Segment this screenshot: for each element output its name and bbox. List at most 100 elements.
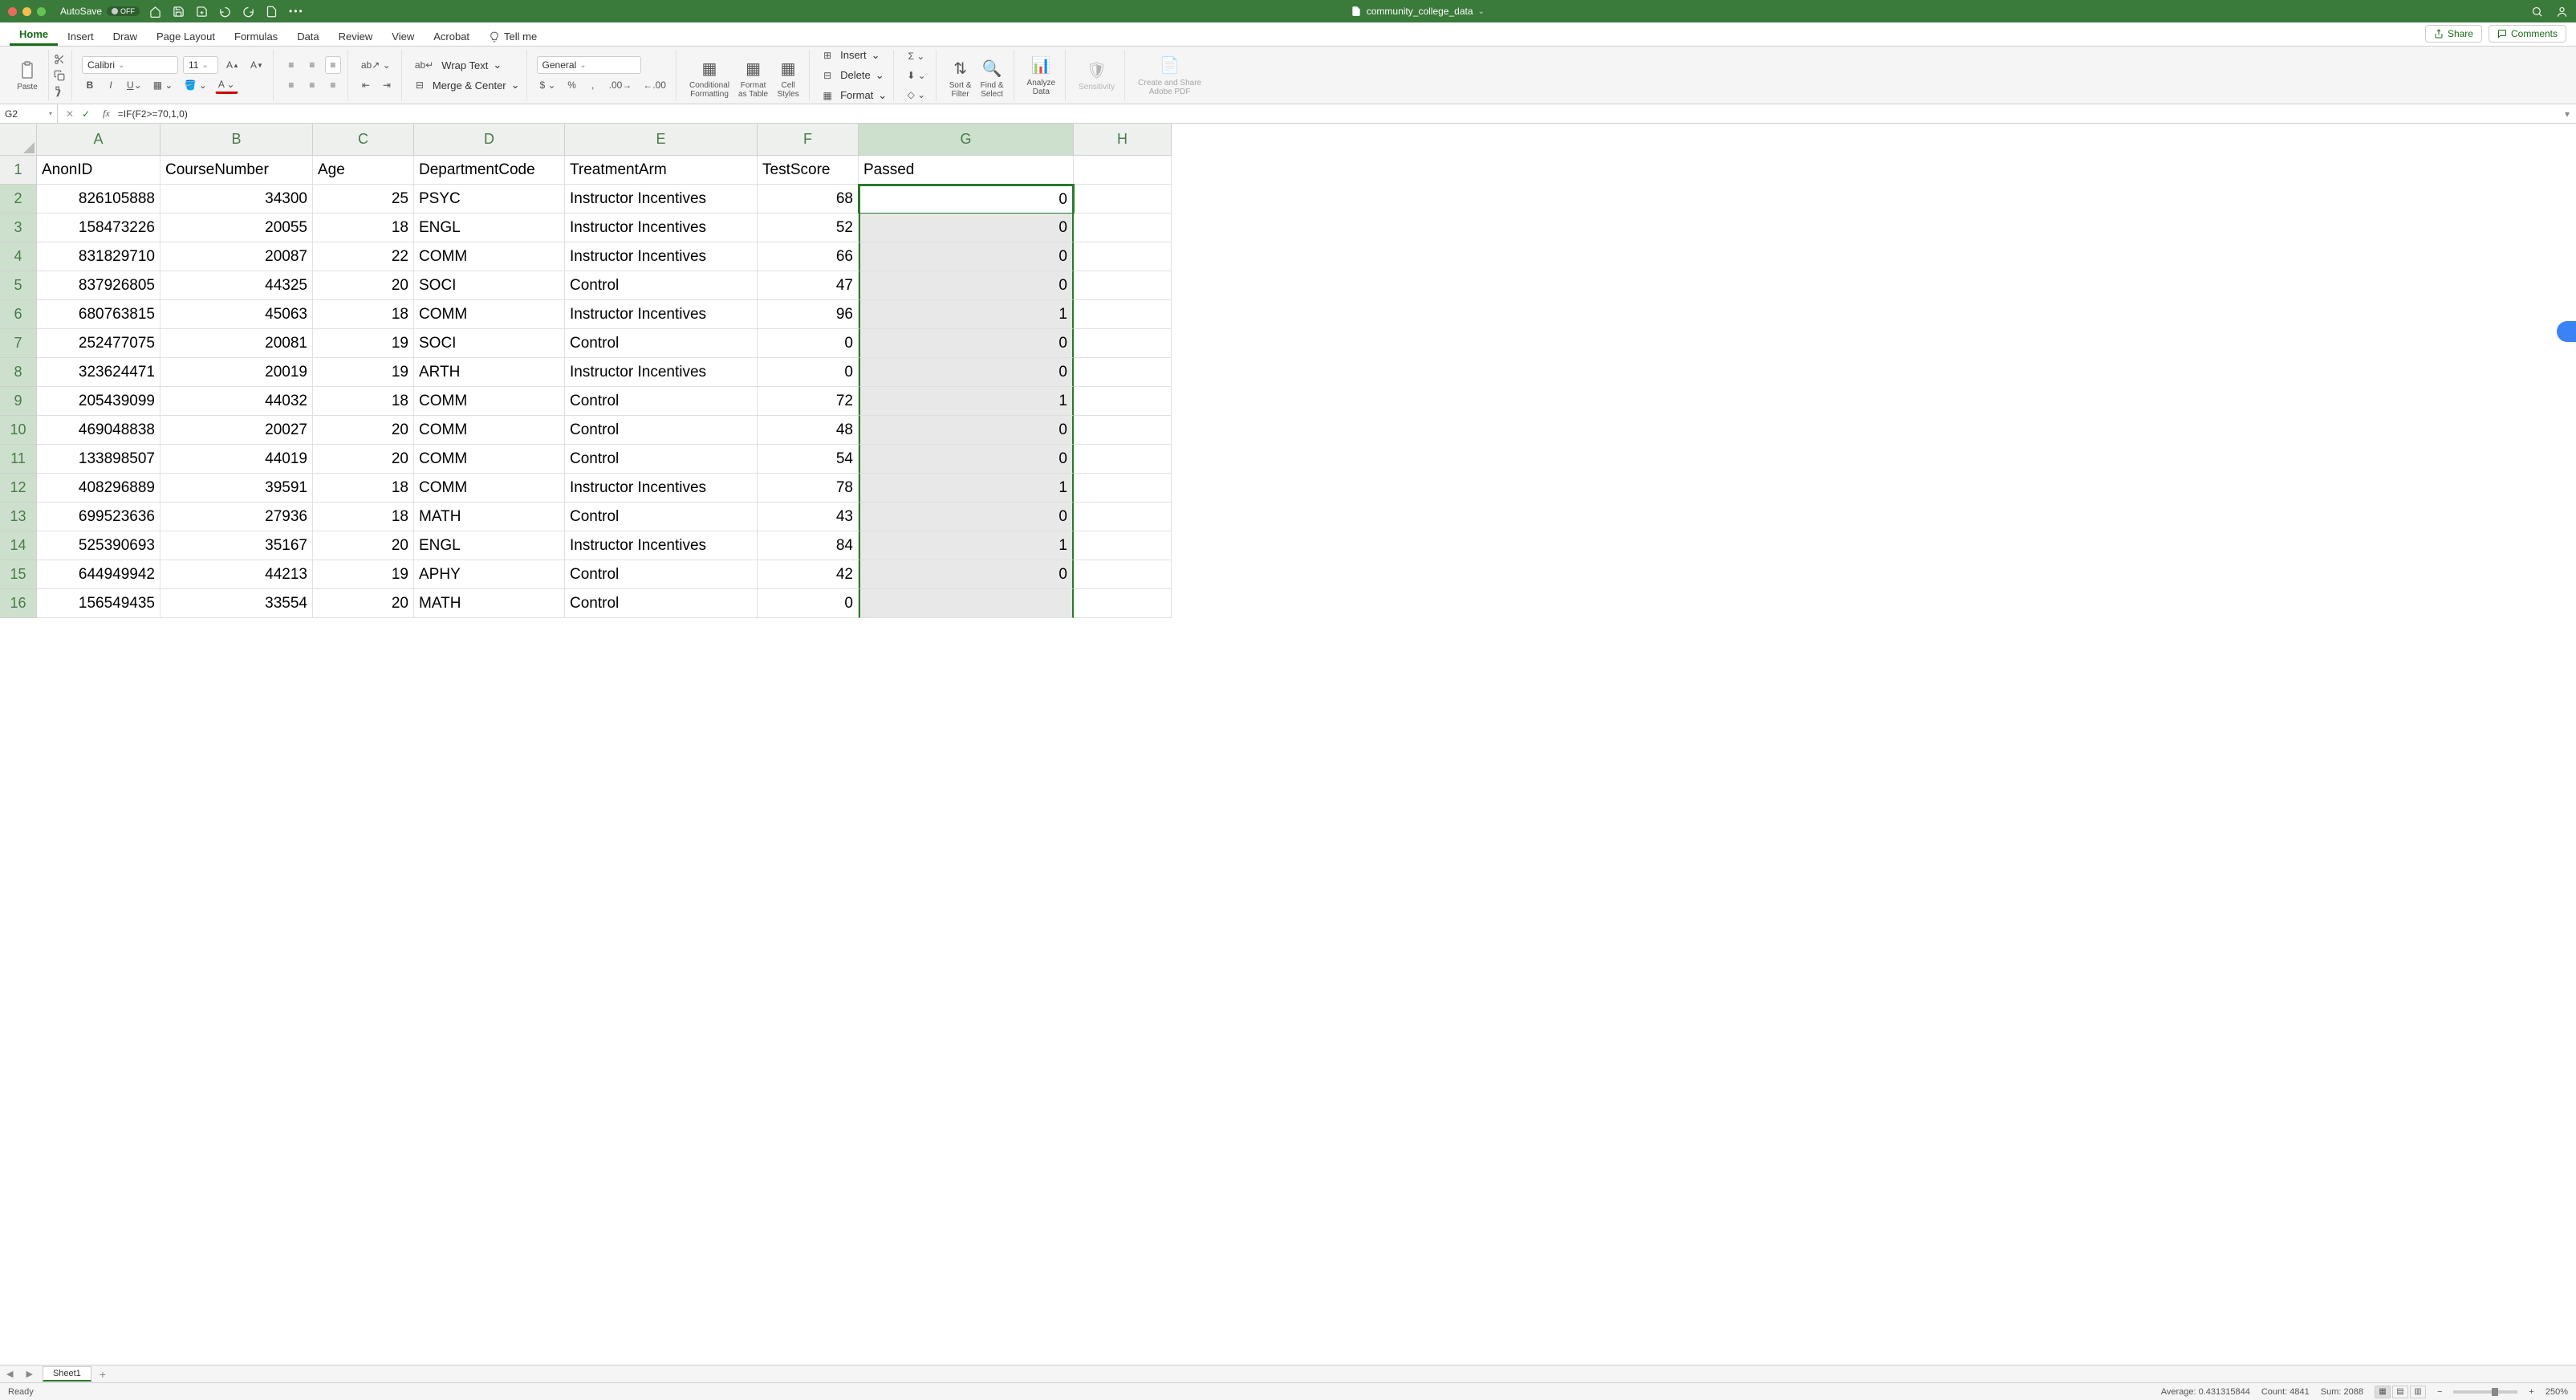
cell[interactable]: 33554 — [160, 589, 313, 618]
cell[interactable] — [1074, 531, 1172, 560]
cell[interactable]: Instructor Incentives — [565, 242, 758, 271]
cell[interactable]: 19 — [313, 358, 414, 387]
borders-button[interactable]: ▦ ⌄ — [150, 76, 177, 94]
cell[interactable]: COMM — [414, 387, 565, 416]
cell[interactable]: 44325 — [160, 271, 313, 300]
cell[interactable] — [1074, 445, 1172, 474]
fx-icon[interactable]: fx — [98, 108, 115, 120]
tab-insert[interactable]: Insert — [58, 26, 104, 46]
row-header[interactable]: 13 — [0, 503, 37, 531]
minimize-window-icon[interactable] — [22, 7, 31, 16]
window-controls[interactable] — [8, 7, 46, 16]
fill-button[interactable]: ⬇ ⌄ — [904, 67, 928, 84]
cell[interactable]: 47 — [758, 271, 859, 300]
cell[interactable]: Instructor Incentives — [565, 300, 758, 329]
cell[interactable]: 18 — [313, 300, 414, 329]
orientation-button[interactable]: ab↗ ⌄ — [358, 56, 394, 74]
bold-button[interactable]: B — [82, 76, 98, 94]
cell[interactable]: 408296889 — [37, 474, 160, 503]
cell[interactable]: ENGL — [414, 531, 565, 560]
cell[interactable]: 72 — [758, 387, 859, 416]
cell[interactable]: Instructor Incentives — [565, 185, 758, 214]
cell[interactable]: 48 — [758, 416, 859, 445]
align-middle-icon[interactable]: ≡ — [304, 56, 320, 74]
row-header[interactable]: 2 — [0, 185, 37, 214]
cell[interactable]: 25 — [313, 185, 414, 214]
page-break-view-icon[interactable]: ▥ — [2410, 1386, 2426, 1398]
align-right-icon[interactable]: ≡ — [325, 76, 341, 94]
cell[interactable]: 826105888 — [37, 185, 160, 214]
align-bottom-icon[interactable]: ≡ — [325, 56, 341, 74]
cell[interactable] — [1074, 156, 1172, 185]
close-window-icon[interactable] — [8, 7, 17, 16]
cell[interactable] — [1074, 503, 1172, 531]
cell[interactable]: 20055 — [160, 214, 313, 242]
share-button[interactable]: Share — [2425, 25, 2482, 43]
cell[interactable] — [1074, 242, 1172, 271]
cut-icon[interactable] — [54, 54, 65, 65]
percent-button[interactable]: % — [564, 76, 580, 94]
tab-data[interactable]: Data — [287, 26, 328, 46]
cell[interactable]: SOCI — [414, 271, 565, 300]
cell[interactable] — [1074, 589, 1172, 618]
new-file-icon[interactable] — [266, 6, 278, 18]
cell-styles-button[interactable]: ▦Cell Styles — [774, 55, 802, 100]
cell[interactable] — [1074, 560, 1172, 589]
font-color-button[interactable]: A ⌄ — [215, 76, 238, 94]
cell[interactable]: PSYC — [414, 185, 565, 214]
cell[interactable]: 20 — [313, 589, 414, 618]
save-as-icon[interactable] — [196, 6, 208, 18]
cell[interactable]: 680763815 — [37, 300, 160, 329]
cell[interactable] — [1074, 300, 1172, 329]
underline-button[interactable]: U ⌄ — [124, 76, 145, 94]
cell[interactable]: 1 — [859, 387, 1074, 416]
format-as-table-button[interactable]: ▦Format as Table — [735, 55, 771, 100]
tab-draw[interactable]: Draw — [104, 26, 147, 46]
autosum-button[interactable]: Σ ⌄ — [905, 47, 928, 65]
cell[interactable]: 525390693 — [37, 531, 160, 560]
normal-view-icon[interactable]: ▦ — [2375, 1386, 2391, 1398]
cell[interactable]: 20087 — [160, 242, 313, 271]
sheet-nav-next-icon[interactable]: ▶ — [19, 1369, 39, 1379]
analyze-data-button[interactable]: 📊Analyze Data — [1024, 53, 1059, 98]
name-box[interactable]: G2 — [0, 104, 58, 123]
italic-button[interactable]: I — [103, 76, 119, 94]
cell[interactable]: Instructor Incentives — [565, 474, 758, 503]
format-cells-button[interactable]: ▦Format ⌄ — [819, 87, 887, 104]
cell[interactable]: 19 — [313, 560, 414, 589]
cell[interactable]: 44019 — [160, 445, 313, 474]
align-top-icon[interactable]: ≡ — [283, 56, 299, 74]
increase-indent-icon[interactable]: ⇥ — [379, 76, 395, 94]
column-header[interactable]: E — [565, 124, 758, 156]
cell[interactable]: 35167 — [160, 531, 313, 560]
font-name-select[interactable]: Calibri — [82, 56, 178, 74]
cell[interactable]: 39591 — [160, 474, 313, 503]
cell[interactable]: ENGL — [414, 214, 565, 242]
currency-button[interactable]: $ ⌄ — [537, 76, 559, 94]
cell[interactable]: Control — [565, 387, 758, 416]
font-size-select[interactable]: 11 — [183, 56, 218, 74]
cell[interactable] — [1074, 387, 1172, 416]
cell[interactable]: 19 — [313, 329, 414, 358]
cell[interactable]: 205439099 — [37, 387, 160, 416]
row-header[interactable]: 10 — [0, 416, 37, 445]
cell[interactable]: 0 — [859, 503, 1074, 531]
expand-formula-icon[interactable]: ▾ — [2558, 108, 2576, 120]
redo-icon[interactable] — [242, 6, 254, 18]
merge-button[interactable]: ⊟Merge & Center ⌄ — [412, 76, 520, 94]
cell[interactable]: COMM — [414, 445, 565, 474]
header-cell[interactable]: Age — [313, 156, 414, 185]
cell[interactable]: 20 — [313, 416, 414, 445]
cell[interactable]: Instructor Incentives — [565, 531, 758, 560]
column-header[interactable]: A — [37, 124, 160, 156]
view-buttons[interactable]: ▦ ▤ ▥ — [2375, 1386, 2426, 1398]
maximize-window-icon[interactable] — [37, 7, 46, 16]
cell[interactable]: MATH — [414, 589, 565, 618]
cell[interactable] — [859, 589, 1074, 618]
row-header[interactable]: 8 — [0, 358, 37, 387]
row-header[interactable]: 9 — [0, 387, 37, 416]
header-cell[interactable]: DepartmentCode — [414, 156, 565, 185]
cell[interactable]: Control — [565, 271, 758, 300]
insert-cells-button[interactable]: ⊞Insert ⌄ — [819, 47, 887, 64]
increase-font-icon[interactable]: A▲ — [223, 56, 242, 74]
